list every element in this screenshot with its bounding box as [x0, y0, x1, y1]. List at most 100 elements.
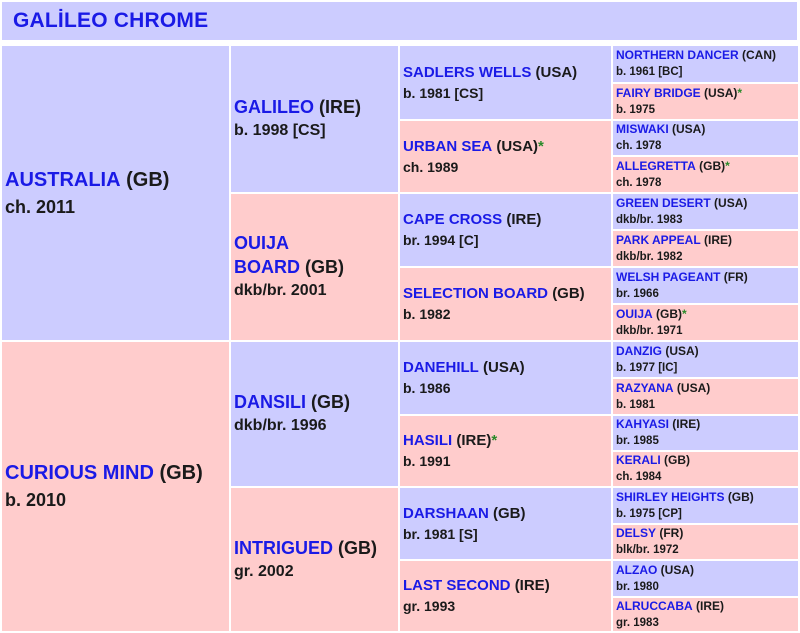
sdss-info: dkb/br. 1983 — [616, 213, 683, 226]
dddd-name-link[interactable]: ALRUCCABA — [616, 598, 693, 613]
sds-country: (IRE) — [506, 211, 542, 228]
sdds-name-link[interactable]: WELSH PAGEANT — [616, 269, 721, 284]
sssd-cell: FAIRY BRIDGE (USA)* b. 1975 — [613, 84, 798, 119]
ss-cell: GALILEO (IRE) b. 1998 [CS] — [231, 46, 398, 192]
dddd-cell: ALRUCCABA (IRE) gr. 1983 — [613, 598, 798, 631]
dssd-country: (USA) — [676, 380, 711, 395]
sss-name-link[interactable]: SADLERS WELLS — [403, 63, 532, 81]
sdd-info: b. 1982 — [403, 306, 451, 322]
dssd-cell: RAZYANA (USA) b. 1981 — [613, 379, 798, 414]
sdsd-name-link[interactable]: PARK APPEAL — [616, 232, 701, 247]
sire-cell: AUSTRALIA (GB) ch. 2011 — [2, 46, 229, 340]
sd-name-link[interactable]: OUIJA BOARD — [234, 233, 300, 277]
dam-country: (GB) — [159, 462, 203, 484]
ss-info: b. 1998 [CS] — [234, 122, 326, 139]
ssds-info: ch. 1978 — [616, 140, 662, 152]
dsd-info: b. 1991 — [403, 453, 451, 469]
sdsd-info: dkb/br. 1982 — [616, 250, 683, 263]
sire-country: (GB) — [126, 168, 170, 191]
dds-name-link[interactable]: DARSHAAN — [403, 504, 489, 522]
dsdd-name-link[interactable]: KERALI — [616, 453, 661, 467]
sddd-star: * — [682, 306, 687, 321]
sdds-info: br. 1966 — [616, 287, 659, 300]
dsds-name-link[interactable]: KAHYASI — [616, 417, 669, 431]
dd-country: (GB) — [338, 537, 378, 558]
sdss-name-link[interactable]: GREEN DESERT — [616, 195, 711, 210]
ssds-name-link[interactable]: MISWAKI — [616, 122, 669, 136]
sss-info: b. 1981 [CS] — [403, 84, 484, 101]
ssdd-star: * — [725, 158, 730, 173]
dddd-country: (IRE) — [696, 598, 725, 613]
ddds-info: br. 1980 — [616, 580, 659, 593]
ddds-name-link[interactable]: ALZAO — [616, 562, 658, 577]
ssd-name-link[interactable]: URBAN SEA — [403, 137, 493, 155]
ds-name-link[interactable]: DANSILI — [234, 392, 306, 412]
page-title: GALİLEO CHROME — [13, 9, 209, 32]
dss-country: (USA) — [483, 359, 525, 376]
sddd-cell: OUIJA (GB)* dkb/br. 1971 — [613, 305, 798, 340]
dds-cell: DARSHAAN (GB) br. 1981 [S] — [400, 488, 611, 559]
sds-info: br. 1994 [C] — [403, 232, 479, 248]
dss-name-link[interactable]: DANEHILL — [403, 359, 479, 376]
dsd-star: * — [491, 432, 498, 449]
dsss-info: b. 1977 [IC] — [616, 361, 678, 374]
sdds-cell: WELSH PAGEANT (FR) br. 1966 — [613, 268, 798, 303]
dd-name-link[interactable]: INTRIGUED — [234, 537, 333, 558]
sdd-name-link[interactable]: SELECTION BOARD — [403, 285, 549, 302]
dddd-info: gr. 1983 — [616, 616, 659, 629]
ss-country: (IRE) — [319, 97, 362, 117]
sds-name-link[interactable]: CAPE CROSS — [403, 211, 503, 228]
dsd-name-link[interactable]: HASILI — [403, 432, 453, 449]
dam-name-link[interactable]: CURIOUS MIND — [5, 462, 154, 484]
sssd-info: b. 1975 — [616, 103, 655, 116]
ssdd-info: ch. 1978 — [616, 176, 662, 189]
dsds-country: (IRE) — [672, 417, 701, 431]
sd-cell: OUIJA BOARD (GB) dkb/br. 2001 — [231, 194, 398, 340]
dsdd-cell: KERALI (GB) ch. 1984 — [613, 452, 798, 486]
sdd-cell: SELECTION BOARD (GB) b. 1982 — [400, 268, 611, 340]
sssd-name-link[interactable]: FAIRY BRIDGE — [616, 85, 701, 100]
ssds-country: (USA) — [672, 122, 706, 136]
dsd-cell: HASILI (IRE)* b. 1991 — [400, 416, 611, 486]
ssss-name-link[interactable]: NORTHERN DANCER — [616, 48, 739, 62]
ss-name-link[interactable]: GALILEO — [234, 97, 314, 117]
dsss-cell: DANZIG (USA) b. 1977 [IC] — [613, 342, 798, 377]
dsss-country: (USA) — [665, 343, 699, 358]
sire-name-link[interactable]: AUSTRALIA — [5, 168, 121, 191]
sddd-name-link[interactable]: OUIJA — [616, 306, 653, 321]
dd-info: gr. 2002 — [234, 562, 294, 580]
sss-country: (USA) — [535, 63, 578, 81]
sdds-country: (FR) — [723, 269, 748, 284]
dsds-info: br. 1985 — [616, 435, 659, 447]
ssds-cell: MISWAKI (USA) ch. 1978 — [613, 121, 798, 155]
dssd-name-link[interactable]: RAZYANA — [616, 380, 674, 395]
sdss-cell: GREEN DESERT (USA) dkb/br. 1983 — [613, 194, 798, 229]
ddds-cell: ALZAO (USA) br. 1980 — [613, 561, 798, 596]
sss-cell: SADLERS WELLS (USA) b. 1981 [CS] — [400, 46, 611, 119]
ddss-cell: SHIRLEY HEIGHTS (GB) b. 1975 [CP] — [613, 488, 798, 523]
sd-name-line1: OUIJA — [234, 233, 290, 253]
sdss-country: (USA) — [714, 195, 748, 210]
sd-country: (GB) — [305, 257, 345, 277]
sdsd-cell: PARK APPEAL (IRE) dkb/br. 1982 — [613, 231, 798, 266]
ssss-info: b. 1961 [BC] — [616, 66, 683, 78]
sssd-star: * — [737, 85, 743, 100]
ddss-info: b. 1975 [CP] — [616, 507, 682, 520]
sdsd-country: (IRE) — [704, 232, 733, 247]
sddd-country: (GB) — [656, 306, 683, 321]
sdd-country: (GB) — [552, 285, 585, 302]
dsss-name-link[interactable]: DANZIG — [616, 343, 662, 358]
ssd-info: ch. 1989 — [403, 158, 459, 175]
ssdd-name-link[interactable]: ALLEGRETTA — [616, 158, 696, 173]
ds-info: dkb/br. 1996 — [234, 417, 327, 434]
sddd-info: dkb/br. 1971 — [616, 324, 683, 337]
ddd-name-link[interactable]: LAST SECOND — [403, 577, 511, 594]
ssd-star: * — [538, 137, 544, 155]
dssd-info: b. 1981 — [616, 398, 655, 411]
dsdd-country: (GB) — [664, 453, 691, 467]
ddss-country: (GB) — [727, 489, 754, 504]
ddss-name-link[interactable]: SHIRLEY HEIGHTS — [616, 489, 725, 504]
sd-name-line2: BOARD — [234, 257, 300, 277]
ddsd-name-link[interactable]: DELSY — [616, 526, 657, 540]
